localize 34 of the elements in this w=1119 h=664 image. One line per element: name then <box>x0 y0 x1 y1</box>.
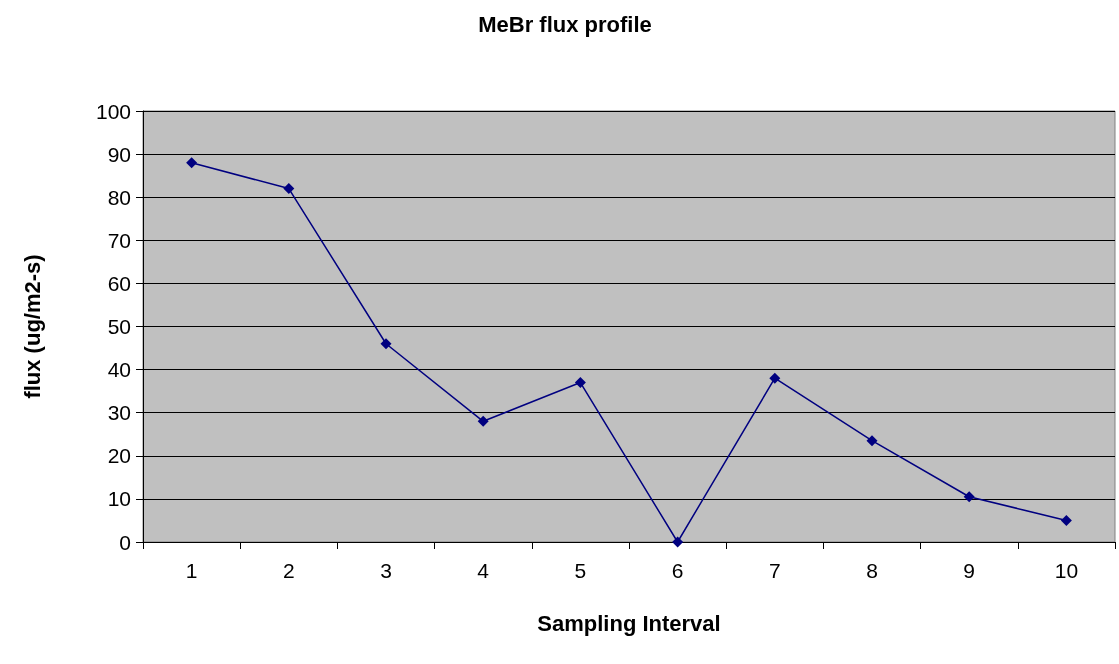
y-tick-label: 70 <box>107 228 131 252</box>
x-tick-label: 4 <box>477 559 490 582</box>
x-tick-label: 7 <box>768 559 781 582</box>
x-tick-label: 8 <box>866 559 878 582</box>
point <box>283 183 295 195</box>
y-tick-label: 100 <box>95 99 131 123</box>
y-tick-label: 80 <box>107 185 131 209</box>
y-tick-label: 50 <box>107 315 131 338</box>
x-axis-title: Sampling Interval <box>537 610 721 636</box>
point <box>186 157 198 169</box>
y-tick-label: 0 <box>119 530 131 554</box>
point <box>574 377 586 389</box>
point <box>380 338 392 350</box>
y-tick-label: 20 <box>107 444 131 468</box>
chart-title: MeBr flux profile <box>478 11 652 37</box>
x-tick-label: 6 <box>671 559 684 582</box>
y-axis-title: flux (ug/m2-s) <box>19 254 45 399</box>
y-tick-label: 90 <box>107 142 131 166</box>
x-tick-label: 9 <box>963 559 976 582</box>
y-tick-label: 60 <box>107 271 131 295</box>
x-tick-label: 1 <box>185 559 198 582</box>
point <box>477 415 489 427</box>
y-tick-label: 10 <box>107 487 131 511</box>
point <box>866 435 878 447</box>
y-tick-label: 40 <box>107 358 131 382</box>
point <box>672 536 684 548</box>
y-tick-label: 30 <box>107 401 131 425</box>
point <box>769 372 781 384</box>
x-tick-label: 3 <box>380 559 392 582</box>
point <box>1060 514 1072 526</box>
point <box>963 491 975 503</box>
x-tick-label: 10 <box>1054 559 1079 582</box>
x-tick-label: 2 <box>282 559 295 582</box>
x-tick-label: 5 <box>574 559 587 582</box>
